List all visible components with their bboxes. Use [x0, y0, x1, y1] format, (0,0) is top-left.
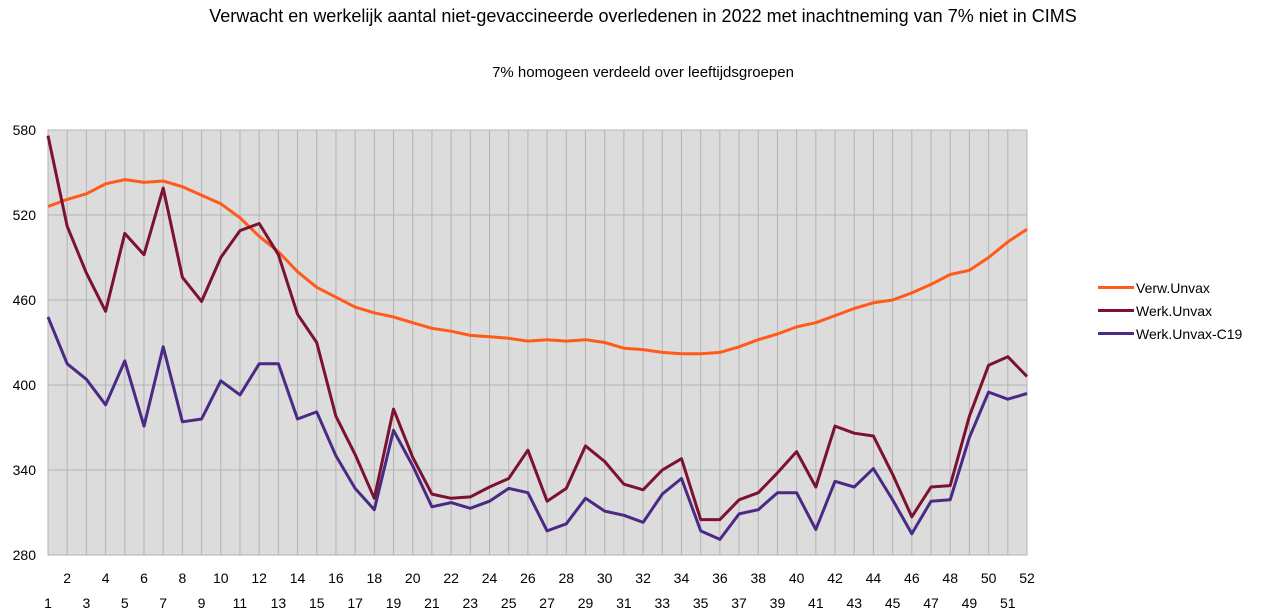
x-tick-label: 45	[885, 595, 901, 611]
legend: Verw.Unvax Werk.Unvax Werk.Unvax-C19	[1098, 276, 1242, 345]
x-tick-label: 25	[501, 595, 517, 611]
legend-swatch	[1098, 332, 1134, 335]
x-tick-label: 43	[846, 595, 862, 611]
x-tick-label: 38	[750, 570, 766, 586]
x-tick-label: 9	[198, 595, 206, 611]
x-tick-label: 2	[63, 570, 71, 586]
x-tick-label: 19	[386, 595, 402, 611]
series-line-3	[46, 316, 1028, 541]
x-tick-label: 17	[347, 595, 363, 611]
x-tick-label: 46	[904, 570, 920, 586]
x-tick-label: 21	[424, 595, 440, 611]
x-tick-label: 18	[367, 570, 383, 586]
chart-title: Verwacht en werkelijk aantal niet-gevacc…	[209, 6, 1077, 26]
y-tick-label: 340	[13, 462, 37, 478]
legend-swatch	[1098, 309, 1134, 312]
x-tick-label: 26	[520, 570, 536, 586]
x-tick-label: 27	[539, 595, 555, 611]
x-tick-label: 32	[635, 570, 651, 586]
legend-label: Werk.Unvax	[1136, 302, 1212, 319]
x-tick-label: 28	[559, 570, 575, 586]
x-tick-label: 14	[290, 570, 306, 586]
x-tick-label: 40	[789, 570, 805, 586]
x-tick-label: 16	[328, 570, 344, 586]
x-tick-label: 34	[674, 570, 690, 586]
x-tick-label: 42	[827, 570, 843, 586]
x-tick-label: 33	[654, 595, 670, 611]
x-tick-label: 39	[770, 595, 786, 611]
x-tick-label: 10	[213, 570, 229, 586]
x-tick-label: 15	[309, 595, 325, 611]
x-tick-label: 30	[597, 570, 613, 586]
x-tick-label: 11	[233, 595, 248, 611]
legend-item: Werk.Unvax	[1098, 299, 1242, 322]
x-tick-label: 51	[1000, 595, 1016, 611]
legend-label: Werk.Unvax-C19	[1136, 325, 1243, 342]
x-tick-label: 29	[578, 595, 594, 611]
x-tick-label: 41	[808, 595, 824, 611]
x-tick-label: 49	[962, 595, 978, 611]
x-tick-label: 23	[463, 595, 479, 611]
x-tick-label: 52	[1019, 570, 1035, 586]
x-tick-label: 13	[271, 595, 287, 611]
x-axis-ticks: 2 4 6 8 10 12 14 16 18 20 22 24 26 28 30 32 34 36 38 40 42 44…	[44, 570, 1035, 611]
x-tick-label: 3	[82, 595, 90, 611]
x-tick-label: 24	[482, 570, 498, 586]
x-tick-label: 1	[44, 595, 52, 611]
x-tick-label: 5	[121, 595, 129, 611]
x-tick-label: 50	[981, 570, 997, 586]
y-tick-label: 580	[13, 122, 37, 138]
x-tick-label: 47	[923, 595, 939, 611]
series-line-2	[46, 135, 1029, 522]
x-tick-label: 6	[140, 570, 148, 586]
x-tick-label: 22	[443, 570, 459, 586]
x-tick-label: 7	[159, 595, 167, 611]
legend-item: Verw.Unvax	[1098, 276, 1242, 299]
x-tick-label: 48	[942, 570, 958, 586]
chart-subtitle: 7% homogeen verdeeld over leeftijdsgroep…	[492, 64, 794, 81]
legend-label: Verw.Unvax	[1136, 279, 1210, 296]
legend-swatch	[1098, 286, 1134, 289]
x-tick-label: 20	[405, 570, 421, 586]
series-lines	[46, 135, 1029, 541]
x-tick-label: 36	[712, 570, 728, 586]
x-tick-label: 12	[251, 570, 267, 586]
y-tick-label: 280	[13, 547, 37, 563]
x-tick-label: 35	[693, 595, 709, 611]
legend-item: Werk.Unvax-C19	[1098, 322, 1242, 345]
y-tick-label: 520	[13, 207, 37, 223]
x-tick-label: 4	[102, 570, 110, 586]
x-tick-label: 37	[731, 595, 747, 611]
y-tick-label: 460	[13, 292, 37, 308]
x-tick-label: 44	[866, 570, 882, 586]
x-tick-label: 31	[616, 595, 632, 611]
series-line-1	[47, 178, 1028, 356]
y-axis-ticks: 580 520 460 400 340 280	[13, 122, 37, 563]
gridlines	[47, 129, 1028, 556]
y-tick-label: 400	[13, 377, 37, 393]
x-tick-label: 8	[178, 570, 186, 586]
